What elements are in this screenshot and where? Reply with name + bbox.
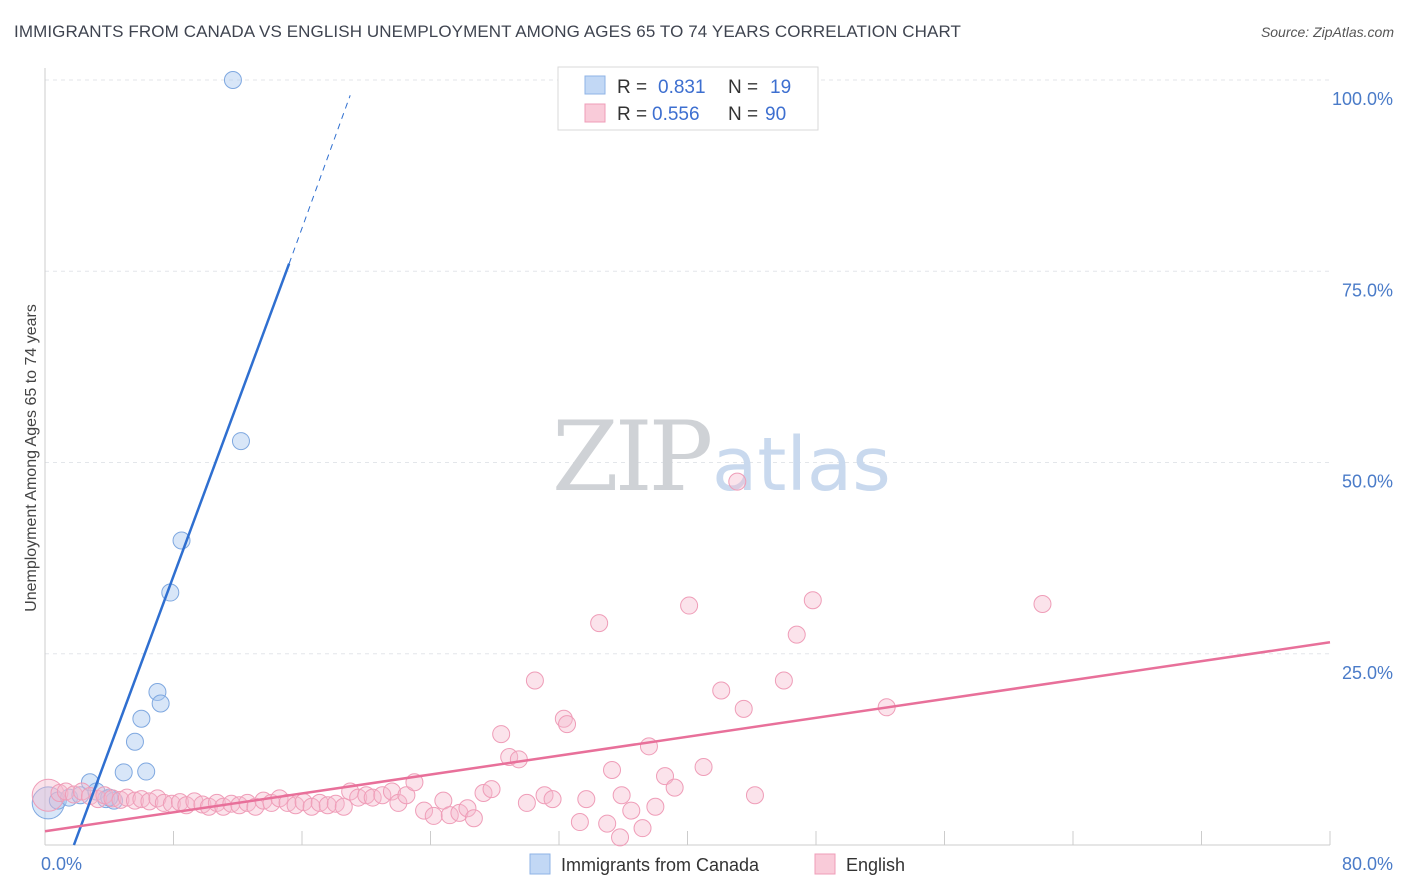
axes [44, 68, 1330, 846]
point-canada [137, 762, 156, 781]
point-english [646, 797, 665, 816]
point-english [373, 786, 392, 805]
point-english [622, 801, 641, 820]
y-tick-label: 75.0% [1342, 280, 1393, 300]
point-english [633, 819, 652, 838]
point-english [558, 715, 577, 734]
point-english [525, 671, 544, 690]
point-canada [223, 71, 242, 89]
legend-r-value-1: 0.831 [658, 77, 706, 98]
y-axis-label: Unemployment Among Ages 65 to 74 years [23, 304, 40, 612]
point-english [774, 671, 793, 690]
point-english [680, 596, 699, 615]
legend-r-label-1: R = [617, 77, 647, 98]
y-tick-label: 25.0% [1342, 663, 1393, 683]
point-english [577, 790, 596, 809]
x-tick-label: 80.0% [1342, 854, 1393, 874]
point-english [509, 750, 528, 769]
point-english [31, 778, 65, 812]
point-english [492, 725, 511, 744]
point-english [570, 813, 589, 832]
point-canada [114, 763, 133, 782]
point-english [334, 797, 353, 816]
bottom-legend-swatch-canada [529, 853, 551, 875]
legend-n-label-1: N = [728, 77, 758, 98]
trend-lines [44, 95, 1331, 846]
point-english [464, 809, 483, 828]
point-english [603, 761, 622, 780]
point-english [424, 806, 443, 825]
legend-n-value-1: 19 [770, 77, 791, 98]
point-canada [31, 786, 65, 820]
trend-line-canada-extension [288, 95, 351, 264]
point-english [598, 814, 617, 833]
bottom-legend-swatch-english [814, 853, 836, 875]
point-english [694, 757, 713, 776]
point-english [803, 591, 822, 610]
bottom-legend-label-canada: Immigrants from Canada [561, 855, 760, 875]
point-english [554, 709, 573, 728]
point-english [734, 699, 753, 718]
point-english [612, 786, 631, 805]
point-english [656, 767, 675, 786]
series-legend: Immigrants from Canada English [529, 853, 905, 875]
point-english [50, 783, 69, 802]
point-english [543, 790, 562, 809]
point-canada [148, 683, 167, 701]
point-english [517, 793, 536, 812]
point-canada [125, 732, 144, 751]
point-english [397, 786, 416, 805]
point-english [590, 614, 609, 633]
point-english [611, 828, 630, 847]
trend-line-english [44, 641, 1331, 833]
point-canada [231, 432, 250, 451]
watermark-zip: ZIP [552, 401, 711, 513]
points [31, 71, 1052, 847]
point-canada [151, 694, 170, 713]
point-english [482, 780, 501, 799]
y-tick-label: 100.0% [1332, 89, 1393, 109]
point-english [1033, 595, 1052, 614]
y-tick-labels: 25.0% 50.0% 75.0% 100.0% [1332, 89, 1393, 683]
point-english [712, 681, 731, 700]
legend-r-value-2: 0.556 [652, 104, 700, 125]
point-english [745, 786, 764, 805]
trend-line-canada [72, 263, 291, 846]
source-label: Source: ZipAtlas.com [1260, 24, 1394, 40]
x-tick-labels: 0.0% 80.0% [41, 854, 1393, 874]
legend-swatch-canada [584, 75, 606, 95]
point-english [458, 799, 477, 818]
watermark-atlas: atlas [712, 422, 891, 508]
point-canada [132, 709, 151, 728]
correlation-legend: R = 0.831 N = 19 R = 0.556 N = 90 [557, 66, 819, 131]
chart-title: IMMIGRANTS FROM CANADA VS ENGLISH UNEMPL… [14, 22, 962, 41]
legend-swatch-english [584, 103, 606, 123]
legend-n-value-2: 90 [765, 104, 786, 125]
point-english [415, 801, 434, 820]
point-english [728, 472, 747, 491]
y-tick-label: 50.0% [1342, 472, 1393, 492]
x-tick-label: 0.0% [41, 854, 82, 874]
point-english [787, 625, 806, 644]
legend-n-label-2: N = [728, 104, 758, 125]
bottom-legend-label-english: English [846, 855, 905, 875]
legend-r-label-2: R = [617, 104, 647, 125]
point-english [382, 782, 401, 801]
point-english [125, 791, 144, 810]
point-english [665, 778, 684, 797]
